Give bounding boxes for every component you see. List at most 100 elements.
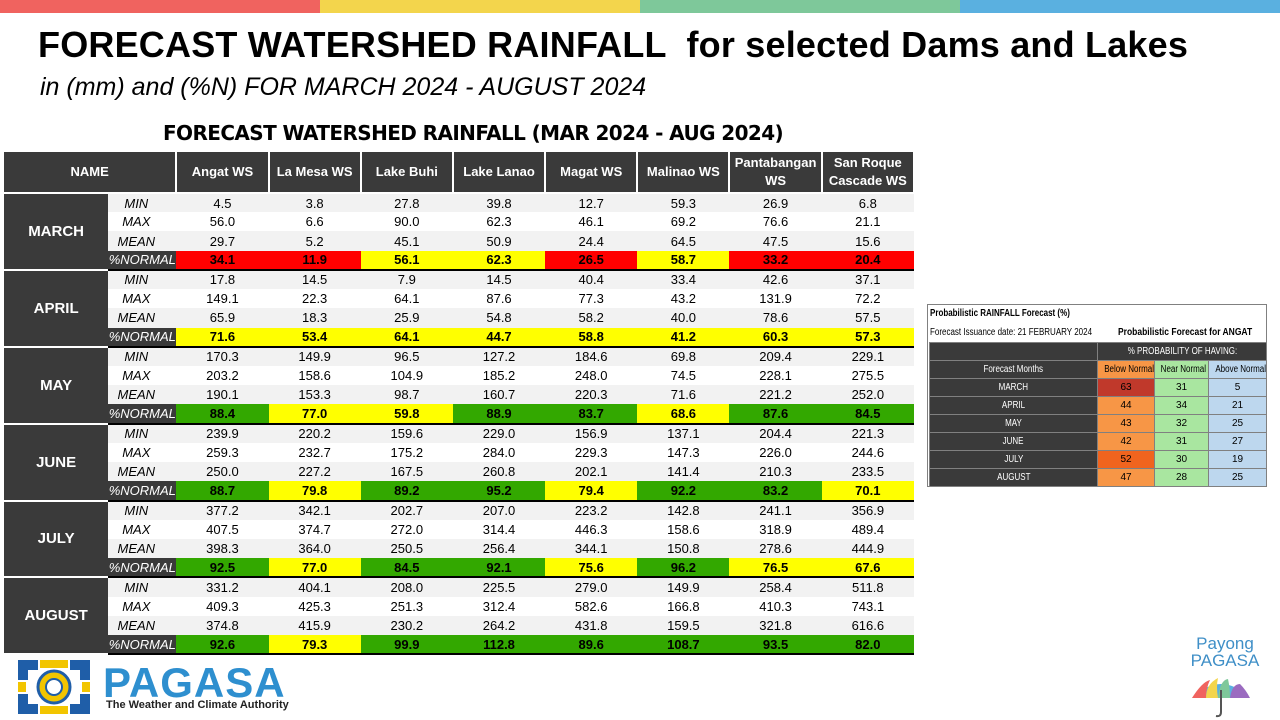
table-cell: 29.7 xyxy=(176,231,269,251)
table-cell: 56.0 xyxy=(176,212,269,232)
table-cell: 275.5 xyxy=(821,365,914,386)
month-label: AUGUST xyxy=(4,577,109,656)
table-cell: 202.7 xyxy=(360,500,453,520)
stat-label: %NORMAL xyxy=(108,404,177,425)
table-cell: 374.8 xyxy=(176,615,269,636)
stat-label: MEAN xyxy=(108,308,177,328)
table-cell: 314.4 xyxy=(452,519,546,539)
table-cell: 244.6 xyxy=(821,442,914,463)
prob-month-cell: APRIL xyxy=(929,396,1098,415)
table-cell: 446.3 xyxy=(545,519,638,539)
table-cell: 14.5 xyxy=(268,269,361,290)
table-cell: 84.5 xyxy=(360,558,453,579)
prob-below-cell: 42 xyxy=(1097,432,1155,451)
table-cell: 14.5 xyxy=(452,269,546,290)
table-cell: 344.1 xyxy=(545,538,638,559)
table-cell: 407.5 xyxy=(176,519,269,539)
table-cell: 96.5 xyxy=(360,346,453,366)
top-bar-yellow xyxy=(320,0,640,13)
table-cell: 62.3 xyxy=(452,212,546,232)
table-cell: 264.2 xyxy=(452,615,546,636)
table-cell: 260.8 xyxy=(452,462,546,482)
table-cell: 156.9 xyxy=(545,423,638,443)
table-cell: 190.1 xyxy=(176,385,269,405)
stat-label: MAX xyxy=(108,289,177,309)
column-header: Pantabangan WS xyxy=(729,152,823,194)
table-cell: 92.2 xyxy=(637,481,730,502)
table-cell: 220.2 xyxy=(268,423,361,443)
table-cell: 65.9 xyxy=(176,308,269,328)
table-row: AUGUST MIN 331.2 404.1 208.0 225.5 279.0 149.9 2… xyxy=(4,577,914,656)
table-cell: 159.5 xyxy=(637,615,730,636)
table-cell: 149.9 xyxy=(637,577,730,597)
table-cell: 272.0 xyxy=(360,519,453,539)
table-cell: 92.5 xyxy=(176,558,269,579)
stat-label: %NORMAL xyxy=(108,481,177,502)
table-cell: 279.0 xyxy=(545,577,638,597)
table-cell: 232.7 xyxy=(268,442,361,463)
table-cell: 75.6 xyxy=(545,558,638,579)
table-row: MAX 203.2 158.6 104.9 185.2 248.0 74.5 228.1 275… xyxy=(4,365,914,386)
table-cell: 40.0 xyxy=(637,308,730,328)
table-cell: 12.7 xyxy=(545,193,638,213)
table-cell: 95.2 xyxy=(452,481,546,502)
month-label: JULY xyxy=(4,500,109,579)
prob-title: Probabilistic RAINFALL Forecast (%) xyxy=(930,308,1070,319)
table-cell: 221.2 xyxy=(729,385,822,405)
table-row: MAX 56.0 6.6 90.0 62.3 46.1 69.2 76.6 21.1 xyxy=(4,212,914,232)
prob-below-cell: 43 xyxy=(1097,414,1155,433)
table-cell: 89.2 xyxy=(360,481,453,502)
prob-header-row-1: % PROBABILITY OF HAVING: xyxy=(929,342,1268,361)
prob-below-cell: 47 xyxy=(1097,468,1155,487)
table-cell: 69.8 xyxy=(637,346,730,366)
table-cell: 88.7 xyxy=(176,481,269,502)
prob-table: % PROBABILITY OF HAVING: Forecast Months… xyxy=(929,342,1268,487)
table-cell: 3.8 xyxy=(268,193,361,213)
stat-label: MIN xyxy=(108,577,177,597)
table-row: MEAN 29.7 5.2 45.1 50.9 24.4 64.5 47.5 15.6 xyxy=(4,231,914,251)
table-cell: 239.9 xyxy=(176,423,269,443)
table-cell: 6.8 xyxy=(821,193,914,213)
prob-near-cell: 31 xyxy=(1154,432,1209,451)
table-cell: 37.1 xyxy=(821,269,914,290)
payong-line-2: PAGASA xyxy=(1190,651,1260,670)
pagasa-logo-icon xyxy=(18,660,90,714)
table-cell: 7.9 xyxy=(360,269,453,290)
table-cell: 223.2 xyxy=(545,500,638,520)
table-cell: 229.1 xyxy=(821,346,914,366)
table-row: MEAN 398.3 364.0 250.5 256.4 344.1 150.8 278.6 4… xyxy=(4,538,914,559)
prob-row: JULY 52 30 19 xyxy=(929,450,1268,469)
prob-near-cell: 30 xyxy=(1154,450,1209,469)
table-cell: 229.3 xyxy=(545,442,638,463)
table-cell: 71.6 xyxy=(176,327,269,348)
stat-label: %NORMAL xyxy=(108,635,177,656)
table-cell: 83.7 xyxy=(545,404,638,425)
table-row: JULY MIN 377.2 342.1 202.7 207.0 223.2 142.8 241… xyxy=(4,500,914,579)
table-cell: 83.2 xyxy=(729,481,822,502)
table-cell: 398.3 xyxy=(176,538,269,559)
table-cell: 5.2 xyxy=(268,231,361,251)
table-cell: 149.1 xyxy=(176,289,269,309)
table-row: MAX 409.3 425.3 251.3 312.4 582.6 166.8 410.3 74… xyxy=(4,596,914,616)
table-row: %NORMAL 71.6 53.4 64.1 44.7 58.8 41.2 60.3 57.3 xyxy=(4,327,914,348)
prob-col-below: Below Normal xyxy=(1097,360,1155,379)
table-cell: 204.4 xyxy=(729,423,822,443)
table-cell: 112.8 xyxy=(452,635,546,656)
table-cell: 64.1 xyxy=(360,289,453,309)
table-cell: 62.3 xyxy=(452,250,546,271)
table-cell: 77.0 xyxy=(268,404,361,425)
table-cell: 227.2 xyxy=(268,462,361,482)
table-cell: 42.6 xyxy=(729,269,822,290)
prob-near-cell: 34 xyxy=(1154,396,1209,415)
stat-label: %NORMAL xyxy=(108,327,177,348)
table-cell: 166.8 xyxy=(637,596,730,616)
prob-row: MARCH 63 31 5 xyxy=(929,378,1268,397)
prob-col-months: Forecast Months xyxy=(929,360,1098,379)
table-cell: 364.0 xyxy=(268,538,361,559)
table-cell: 90.0 xyxy=(360,212,453,232)
table-row: MEAN 250.0 227.2 167.5 260.8 202.1 141.4 210.3 2… xyxy=(4,462,914,482)
prob-row: APRIL 44 34 21 xyxy=(929,396,1268,415)
prob-month-cell: MARCH xyxy=(929,378,1098,397)
stat-label: MEAN xyxy=(108,615,177,636)
table-cell: 153.3 xyxy=(268,385,361,405)
